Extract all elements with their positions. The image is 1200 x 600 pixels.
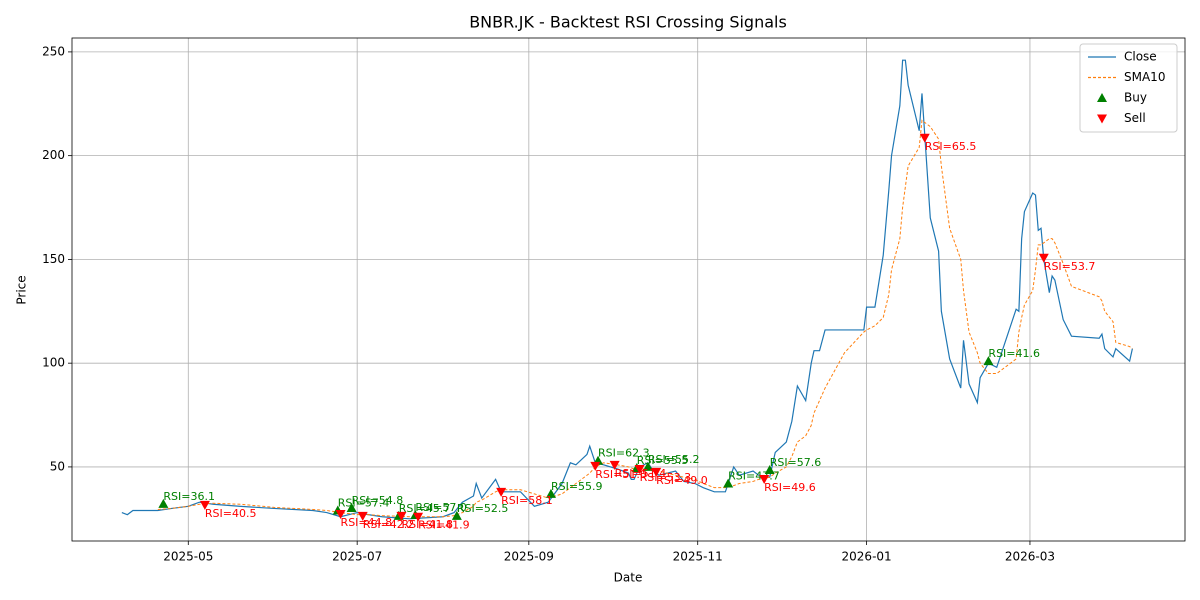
x-tick-label: 2026-03 — [1005, 550, 1055, 564]
y-tick-label: 200 — [42, 148, 65, 162]
signal-marker — [983, 356, 994, 366]
signal-label: RSI=62.3 — [598, 447, 650, 460]
signal-label: RSI=55.2 — [648, 453, 700, 466]
line-sma10 — [157, 119, 1133, 518]
y-axis-label: Price — [15, 275, 29, 304]
plot-frame — [71, 37, 1186, 542]
signal-label: RSI=49.0 — [656, 474, 708, 487]
x-axis-label: Date — [614, 571, 643, 585]
signal-marker — [496, 487, 507, 497]
line-close — [121, 59, 1133, 520]
y-tick-label: 50 — [50, 459, 65, 473]
signal-label: RSI=36.1 — [163, 490, 215, 503]
signal-label: RSI=53.7 — [1044, 260, 1096, 273]
signal-label: RSI=65.5 — [925, 140, 977, 153]
signal-label: RSI=55.9 — [551, 480, 603, 493]
signal-label: RSI=55.5 — [637, 454, 689, 467]
legend-swatch — [1097, 114, 1107, 124]
signal-marker — [651, 467, 662, 477]
x-tick-label: 2025-09 — [504, 550, 554, 564]
signal-label: RSI=40.5 — [205, 507, 257, 520]
x-tick-label: 2025-11 — [673, 550, 723, 564]
signal-marker — [396, 511, 407, 521]
signal-marker — [545, 488, 556, 498]
signal-label: RSI=41.8 — [401, 518, 453, 531]
signal-label: RSI=53.3 — [640, 471, 692, 484]
signal-label: RSI=51.0 — [595, 468, 647, 481]
signal-label: RSI=57.6 — [770, 456, 822, 469]
signal-label: RSI=49.6 — [764, 481, 816, 494]
signal-marker — [346, 503, 357, 513]
signal-marker — [158, 498, 169, 508]
legend-label: Sell — [1124, 111, 1146, 125]
legend-swatch — [1097, 93, 1107, 102]
legend-box — [1079, 43, 1178, 133]
signal-marker — [357, 511, 368, 521]
signal-marker — [199, 500, 210, 510]
signal-marker — [919, 133, 930, 143]
x-tick-label: 2026-01 — [842, 550, 892, 564]
signal-label: RSI=52.5 — [457, 502, 509, 515]
signal-label: RSI=41.6 — [988, 347, 1040, 360]
signal-marker — [759, 474, 770, 484]
signal-marker — [590, 461, 601, 471]
signal-marker — [634, 464, 645, 474]
x-tick-label: 2025-05 — [163, 550, 213, 564]
signal-marker — [609, 460, 620, 470]
signal-marker — [642, 461, 653, 471]
y-tick-label: 250 — [42, 44, 65, 58]
signal-marker — [1038, 253, 1049, 263]
signal-marker — [451, 510, 462, 520]
chart-title: BNBR.JK - Backtest RSI Crossing Signals — [469, 13, 787, 32]
y-tick-label: 100 — [42, 356, 65, 370]
legend-label: SMA10 — [1124, 70, 1165, 84]
signal-label: RSI=57.0 — [415, 501, 467, 514]
legend-label: Buy — [1124, 91, 1147, 105]
signal-label: RSI=54.8 — [352, 494, 404, 507]
legend-label: Close — [1124, 50, 1157, 64]
signal-marker — [413, 512, 424, 522]
signal-label: RSI=45.7 — [399, 502, 451, 515]
signal-label: RSI=58.1 — [501, 494, 553, 507]
x-tick-label: 2025-07 — [332, 550, 382, 564]
signal-marker — [723, 478, 734, 488]
signal-label: RSI=41.9 — [418, 519, 470, 532]
signal-label: RSI=44.8 — [341, 516, 393, 529]
y-tick-label: 150 — [42, 252, 65, 266]
signal-marker — [335, 510, 346, 520]
signal-marker — [764, 465, 775, 475]
signal-label: RSI=42.2 — [363, 518, 415, 531]
